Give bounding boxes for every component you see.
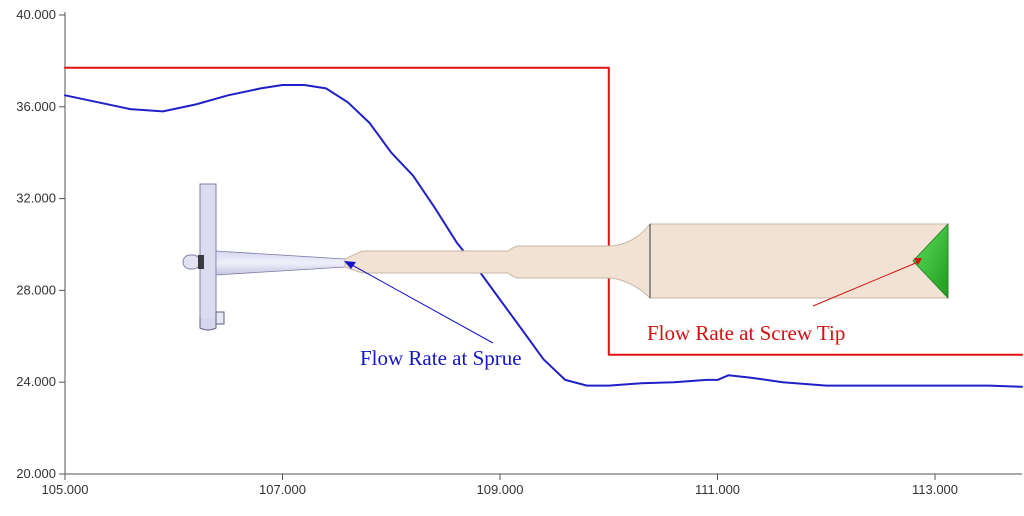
sprue-arrow-head	[344, 261, 356, 269]
series-line-sprue	[64, 84, 1023, 388]
series-layer	[64, 66, 1023, 388]
sprue-arrow	[351, 264, 494, 344]
nozzle-joint	[198, 255, 204, 269]
screw-tip-arrow	[812, 261, 919, 307]
screw-tip-arrow-head	[914, 258, 922, 265]
annotation-sprue-label: Flow Rate at Sprue	[360, 346, 522, 370]
sprue-bushing-hook	[199, 318, 217, 331]
screw-tip	[912, 222, 949, 300]
y-tick-label: 24.000	[16, 374, 56, 389]
y-tick-label: 20.000	[16, 466, 56, 481]
ticks: 20.000 24.000 28.000 32.000 36.000 40.000 105.…	[16, 7, 958, 497]
y-tick-label: 32.000	[16, 191, 56, 206]
y-tick-label: 36.000	[16, 99, 56, 114]
axes: 20.000 24.000 28.000 32.000 36.000 40.000 105.…	[16, 7, 1022, 497]
y-tick-label: 40.000	[16, 7, 56, 22]
barrel-body	[649, 223, 949, 299]
annotation-screw-tip-label: Flow Rate at Screw Tip	[647, 321, 845, 345]
x-tick-label: 105.000	[42, 482, 89, 497]
x-tick-label: 111.000	[695, 482, 740, 497]
x-tick-label: 109.000	[477, 482, 524, 497]
annotations: Flow Rate at Sprue Flow Rate at Screw Ti…	[344, 258, 922, 370]
series-line-screw-tip	[64, 66, 1023, 356]
nozzle-head	[182, 254, 201, 270]
y-tick-label: 28.000	[16, 282, 56, 297]
x-tick-label: 107.000	[259, 482, 306, 497]
flow-path-illustration	[182, 183, 949, 331]
x-tick-label: 113.000	[912, 482, 958, 497]
sprue-cone	[215, 250, 346, 276]
sprue-bushing-clip	[215, 311, 225, 325]
